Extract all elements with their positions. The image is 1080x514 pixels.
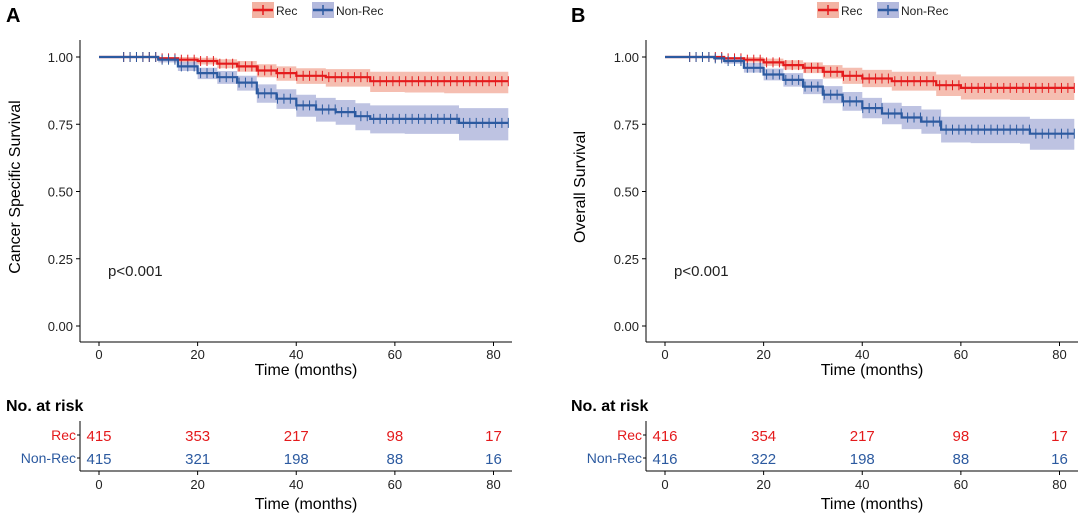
y-axis-title: Cancer Specific Survival	[7, 100, 24, 273]
panel-label: A	[6, 5, 20, 27]
risk-count-rec: 354	[751, 428, 776, 445]
risk-table-x-tick-label: 20	[756, 477, 770, 492]
panel-b: B Rec Non-Rec 0.00 0.25 0.50 0.75 1.00 0 20 40 60 80…	[571, 2, 1078, 513]
risk-count-non-rec: 416	[652, 451, 677, 468]
y-tick-label: 0.25	[614, 252, 639, 267]
legend-label-rec: Rec	[276, 4, 297, 18]
risk-count-rec: 415	[86, 428, 111, 445]
risk-table-title: No. at risk	[6, 398, 83, 415]
survival-curve-non-rec	[665, 55, 1075, 135]
risk-count-non-rec: 321	[185, 451, 210, 468]
risk-count-non-rec: 198	[284, 451, 309, 468]
risk-count-non-rec: 415	[86, 451, 111, 468]
x-tick-label: 40	[289, 347, 303, 362]
risk-table-x-tick-label: 0	[95, 477, 102, 492]
risk-table-x-tick-label: 40	[289, 477, 303, 492]
legend-label-non-rec: Non-Rec	[901, 4, 948, 18]
risk-table-x-tick-label: 80	[1052, 477, 1066, 492]
legend-label-rec: Rec	[841, 4, 862, 18]
x-tick-label: 80	[1052, 347, 1066, 362]
risk-table-x-title: Time (months)	[821, 496, 924, 513]
x-tick-label: 80	[486, 347, 500, 362]
risk-table-x-tick-label: 60	[954, 477, 968, 492]
risk-count-non-rec: 88	[387, 451, 404, 468]
risk-row-label-non-rec: Non-Rec	[21, 450, 76, 466]
risk-table-title: No. at risk	[571, 398, 648, 415]
x-tick-label: 20	[756, 347, 770, 362]
risk-table-x-title: Time (months)	[255, 496, 358, 513]
risk-table-x-tick-label: 80	[486, 477, 500, 492]
risk-count-rec: 217	[850, 428, 875, 445]
risk-count-rec: 17	[485, 428, 502, 445]
risk-count-rec: 17	[1051, 428, 1068, 445]
survival-curve-rec	[665, 55, 1075, 89]
risk-count-non-rec: 198	[850, 451, 875, 468]
risk-table-x-tick-label: 60	[388, 477, 402, 492]
risk-count-non-rec: 88	[953, 451, 970, 468]
y-tick-label: 0.00	[614, 319, 639, 334]
risk-count-rec: 416	[652, 428, 677, 445]
y-tick-label: 0.75	[614, 117, 639, 132]
risk-count-rec: 353	[185, 428, 210, 445]
risk-row-label-rec: Rec	[617, 427, 642, 443]
y-tick-label: 0.25	[48, 252, 73, 267]
x-tick-label: 60	[954, 347, 968, 362]
x-axis-title: Time (months)	[821, 362, 924, 379]
y-tick-label: 1.00	[48, 50, 73, 65]
y-tick-label: 0.00	[48, 319, 73, 334]
risk-table-x-tick-label: 0	[661, 477, 668, 492]
risk-count-non-rec: 322	[751, 451, 776, 468]
survival-curve-non-rec	[99, 55, 509, 124]
risk-row-label-non-rec: Non-Rec	[587, 450, 642, 466]
x-tick-label: 60	[388, 347, 402, 362]
x-tick-label: 40	[855, 347, 869, 362]
risk-count-non-rec: 16	[485, 451, 502, 468]
y-tick-label: 0.50	[614, 185, 639, 200]
p-value-annotation: p<0.001	[108, 263, 163, 280]
y-tick-label: 0.75	[48, 117, 73, 132]
legend-label-non-rec: Non-Rec	[336, 4, 383, 18]
y-axis-title: Overall Survival	[572, 131, 589, 243]
risk-table-x-tick-label: 20	[190, 477, 204, 492]
x-tick-label: 0	[95, 347, 102, 362]
panel-a: A Rec Non-Rec 0.00 0.25 0.50 0.75 1.00 0 20 40 60 80…	[6, 2, 512, 513]
risk-count-rec: 98	[387, 428, 404, 445]
y-tick-label: 1.00	[614, 50, 639, 65]
x-tick-label: 20	[190, 347, 204, 362]
risk-row-label-rec: Rec	[51, 427, 76, 443]
x-axis-title: Time (months)	[255, 362, 358, 379]
survival-curve-rec	[99, 55, 509, 83]
risk-count-rec: 98	[953, 428, 970, 445]
risk-count-rec: 217	[284, 428, 309, 445]
risk-count-non-rec: 16	[1051, 451, 1068, 468]
panel-label: B	[571, 5, 585, 27]
risk-table-x-tick-label: 40	[855, 477, 869, 492]
p-value-annotation: p<0.001	[674, 263, 729, 280]
y-tick-label: 0.50	[48, 185, 73, 200]
x-tick-label: 0	[661, 347, 668, 362]
